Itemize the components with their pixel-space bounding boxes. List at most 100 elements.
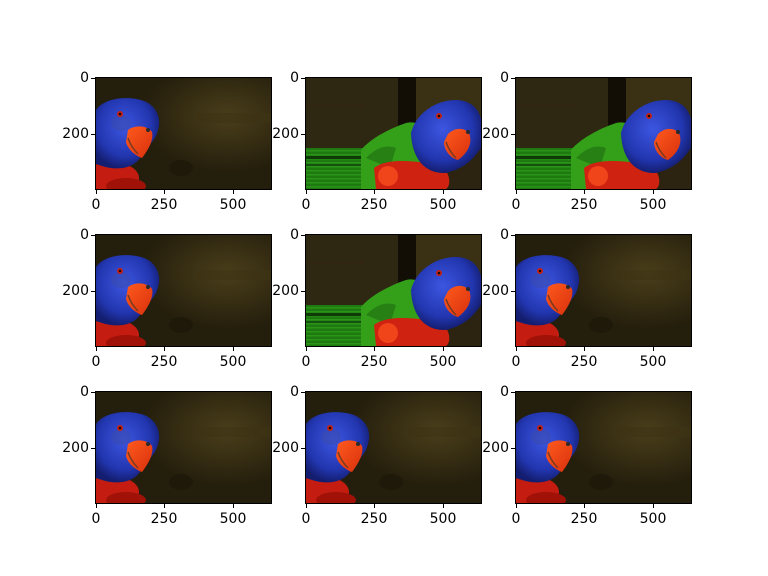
image-axes: [305, 234, 482, 347]
x-tick: [233, 346, 234, 351]
y-tick: [511, 235, 516, 236]
x-tick-label: 0: [91, 354, 101, 370]
x-tick-label: 0: [91, 197, 101, 213]
y-tick-label: 200: [272, 126, 299, 142]
subplot-r2-c0: 0 250 500 0 200: [62, 385, 272, 526]
x-tick-label: 250: [150, 354, 178, 370]
x-tick-label: 500: [219, 354, 247, 370]
y-tick-label: 0: [80, 227, 89, 243]
x-tick-label: 250: [360, 511, 388, 527]
y-tick-label: 200: [482, 440, 509, 456]
x-tick: [96, 503, 97, 508]
x-tick: [164, 189, 165, 194]
y-tick: [301, 291, 306, 292]
image-axes: [95, 391, 272, 504]
y-tick: [511, 291, 516, 292]
x-tick-label: 0: [511, 197, 521, 213]
x-tick: [306, 189, 307, 194]
x-tick-label: 500: [429, 354, 457, 370]
image-axes: [515, 391, 692, 504]
x-tick: [443, 503, 444, 508]
x-tick-label: 250: [150, 197, 178, 213]
y-tick-label: 0: [290, 70, 299, 86]
x-tick: [233, 189, 234, 194]
x-tick-label: 500: [429, 511, 457, 527]
y-tick-label: 0: [500, 70, 509, 86]
y-tick-label: 200: [482, 283, 509, 299]
y-tick: [91, 235, 96, 236]
subplot-r2-c1: 0 250 500 0 200: [272, 385, 482, 526]
x-tick-label: 500: [429, 197, 457, 213]
y-tick: [301, 392, 306, 393]
y-tick: [301, 134, 306, 135]
x-tick: [233, 503, 234, 508]
x-tick-label: 250: [360, 197, 388, 213]
y-tick-label: 200: [482, 126, 509, 142]
y-tick-label: 200: [62, 283, 89, 299]
subplot-r1-c0: 0 250 500 0 200: [62, 228, 272, 369]
x-tick: [516, 346, 517, 351]
x-tick: [306, 346, 307, 351]
x-tick: [374, 346, 375, 351]
y-tick: [301, 448, 306, 449]
y-tick: [91, 392, 96, 393]
x-tick-label: 500: [639, 354, 667, 370]
x-tick: [584, 346, 585, 351]
x-tick-label: 500: [219, 197, 247, 213]
y-tick: [91, 78, 96, 79]
x-tick-label: 250: [570, 197, 598, 213]
x-tick: [653, 503, 654, 508]
subplot-r0-c2: 0 250 500 0 200: [482, 71, 692, 212]
x-tick-label: 250: [360, 354, 388, 370]
x-tick: [96, 346, 97, 351]
x-tick-label: 0: [301, 354, 311, 370]
x-tick-label: 250: [150, 511, 178, 527]
x-tick-label: 0: [301, 197, 311, 213]
x-tick-label: 500: [639, 197, 667, 213]
x-tick-label: 500: [219, 511, 247, 527]
y-tick-label: 0: [290, 227, 299, 243]
x-tick-label: 0: [91, 511, 101, 527]
y-tick-label: 0: [500, 384, 509, 400]
x-tick: [516, 189, 517, 194]
x-tick-label: 0: [511, 511, 521, 527]
subplot-r1-c2: 0 250 500 0 200: [482, 228, 692, 369]
y-tick-label: 200: [62, 126, 89, 142]
y-tick-label: 0: [290, 384, 299, 400]
subplot-r0-c1: 0 250 500 0 200: [272, 71, 482, 212]
subplot-r1-c1: 0 250 500 0 200: [272, 228, 482, 369]
subplot-r0-c0: 0 250 500 0 200: [62, 71, 272, 212]
image-axes: [305, 77, 482, 190]
y-tick: [511, 448, 516, 449]
x-tick: [306, 503, 307, 508]
y-tick: [91, 448, 96, 449]
y-tick-label: 200: [272, 283, 299, 299]
x-tick: [164, 503, 165, 508]
y-tick-label: 0: [80, 384, 89, 400]
x-tick-label: 0: [511, 354, 521, 370]
image-axes: [305, 391, 482, 504]
subplot-r2-c2: 0 250 500 0 200: [482, 385, 692, 526]
y-tick: [91, 291, 96, 292]
y-tick-label: 200: [272, 440, 299, 456]
x-tick-label: 0: [301, 511, 311, 527]
y-tick: [301, 78, 306, 79]
x-tick: [374, 189, 375, 194]
x-tick: [653, 189, 654, 194]
x-tick-label: 500: [639, 511, 667, 527]
image-axes: [515, 77, 692, 190]
image-axes: [95, 234, 272, 347]
x-tick: [584, 503, 585, 508]
x-tick: [516, 503, 517, 508]
x-tick: [374, 503, 375, 508]
y-tick: [511, 78, 516, 79]
y-tick: [301, 235, 306, 236]
x-tick-label: 250: [570, 354, 598, 370]
y-tick: [511, 134, 516, 135]
image-axes: [95, 77, 272, 190]
y-tick: [511, 392, 516, 393]
y-tick-label: 0: [80, 70, 89, 86]
image-axes: [515, 234, 692, 347]
x-tick: [164, 346, 165, 351]
